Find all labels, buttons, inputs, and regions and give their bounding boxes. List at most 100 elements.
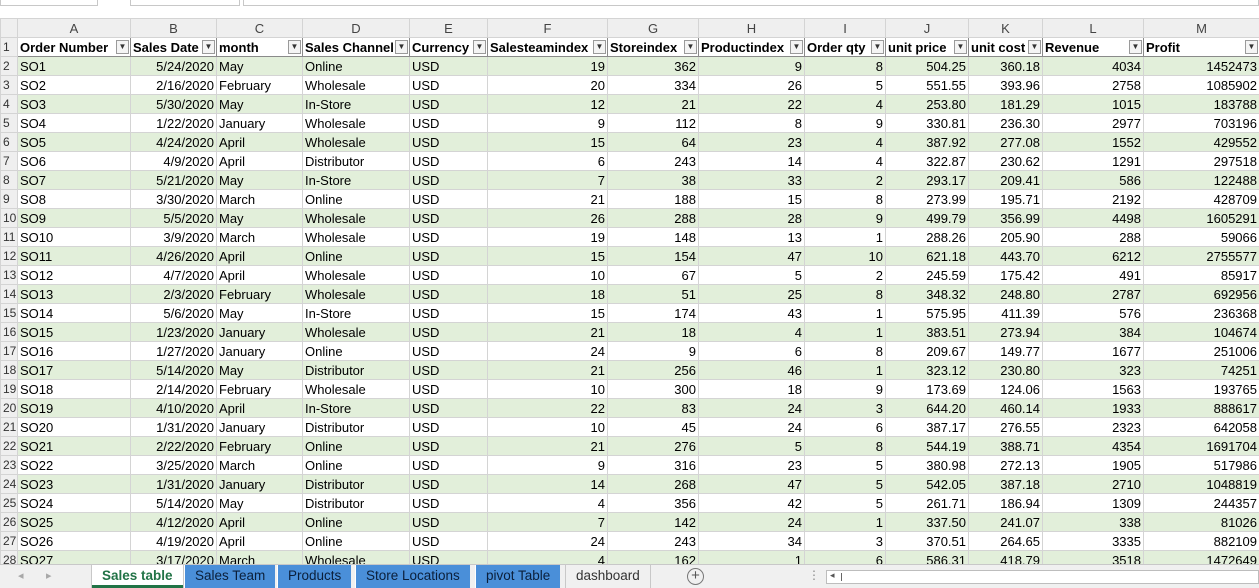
header-cell[interactable]: Revenue ▼ xyxy=(1042,37,1144,57)
table-cell[interactable]: 42 xyxy=(698,493,805,513)
table-cell[interactable]: SO20 xyxy=(17,417,131,437)
table-cell[interactable]: 1/23/2020 xyxy=(130,322,217,342)
table-cell[interactable]: May xyxy=(216,56,303,76)
table-cell[interactable]: 209.67 xyxy=(885,341,969,361)
table-cell[interactable]: 83 xyxy=(607,398,699,418)
table-cell[interactable]: 241.07 xyxy=(968,512,1043,532)
table-cell[interactable]: 173.69 xyxy=(885,379,969,399)
filter-dropdown-icon[interactable]: ▼ xyxy=(288,40,301,54)
table-cell[interactable]: January xyxy=(216,417,303,437)
table-cell[interactable]: 23 xyxy=(698,132,805,152)
table-cell[interactable]: 316 xyxy=(607,455,699,475)
table-cell[interactable]: 429552 xyxy=(1143,132,1259,152)
table-cell[interactable]: 10 xyxy=(487,265,608,285)
table-cell[interactable]: USD xyxy=(409,75,488,95)
table-cell[interactable]: SO1 xyxy=(17,56,131,76)
row-number[interactable]: 27 xyxy=(0,531,18,551)
table-cell[interactable]: 205.90 xyxy=(968,227,1043,247)
header-cell[interactable]: Sales Date ▼ xyxy=(130,37,217,57)
row-number[interactable]: 18 xyxy=(0,360,18,380)
table-cell[interactable]: 300 xyxy=(607,379,699,399)
table-cell[interactable]: May xyxy=(216,170,303,190)
table-cell[interactable]: 551.55 xyxy=(885,75,969,95)
table-cell[interactable]: 4034 xyxy=(1042,56,1144,76)
table-cell[interactable]: 5 xyxy=(698,436,805,456)
table-cell[interactable]: 188 xyxy=(607,189,699,209)
tab-store-locations[interactable]: Store Locations xyxy=(355,565,470,588)
table-cell[interactable]: USD xyxy=(409,474,488,494)
row-number[interactable]: 6 xyxy=(0,132,18,152)
table-cell[interactable]: 642058 xyxy=(1143,417,1259,437)
select-all-corner[interactable] xyxy=(0,18,18,38)
table-cell[interactable]: 1/31/2020 xyxy=(130,474,217,494)
table-cell[interactable]: 15 xyxy=(487,132,608,152)
table-cell[interactable]: 10 xyxy=(804,246,886,266)
table-cell[interactable]: 692956 xyxy=(1143,284,1259,304)
table-cell[interactable]: 6 xyxy=(804,417,886,437)
row-number[interactable]: 22 xyxy=(0,436,18,456)
table-cell[interactable]: 26 xyxy=(487,208,608,228)
table-cell[interactable]: USD xyxy=(409,360,488,380)
table-cell[interactable]: 81026 xyxy=(1143,512,1259,532)
horizontal-scrollbar[interactable]: ◂ xyxy=(826,570,1259,584)
table-cell[interactable]: USD xyxy=(409,56,488,76)
table-cell[interactable]: 1/31/2020 xyxy=(130,417,217,437)
header-cell[interactable]: Currency ▼ xyxy=(409,37,488,57)
table-cell[interactable]: 2977 xyxy=(1042,113,1144,133)
table-cell[interactable]: Distributor xyxy=(302,151,410,171)
table-cell[interactable]: 112 xyxy=(607,113,699,133)
column-header-d[interactable]: D xyxy=(302,18,410,38)
filter-dropdown-icon[interactable]: ▼ xyxy=(871,40,884,54)
header-cell[interactable]: Profit ▼ xyxy=(1143,37,1259,57)
table-cell[interactable]: February xyxy=(216,75,303,95)
table-cell[interactable]: 24 xyxy=(698,398,805,418)
table-cell[interactable]: 1/22/2020 xyxy=(130,113,217,133)
tab-products[interactable]: Products xyxy=(277,565,352,588)
filter-dropdown-icon[interactable]: ▼ xyxy=(1245,40,1258,54)
table-cell[interactable]: 428709 xyxy=(1143,189,1259,209)
table-cell[interactable]: 3518 xyxy=(1042,550,1144,564)
table-cell[interactable]: 8 xyxy=(804,284,886,304)
table-cell[interactable]: USD xyxy=(409,246,488,266)
table-cell[interactable]: Wholesale xyxy=(302,75,410,95)
filter-dropdown-icon[interactable]: ▼ xyxy=(395,40,408,54)
table-cell[interactable]: 4/12/2020 xyxy=(130,512,217,532)
table-cell[interactable]: 4/9/2020 xyxy=(130,151,217,171)
row-number[interactable]: 4 xyxy=(0,94,18,114)
table-cell[interactable]: April xyxy=(216,151,303,171)
table-cell[interactable]: 5 xyxy=(698,265,805,285)
table-cell[interactable]: April xyxy=(216,246,303,266)
table-cell[interactable]: April xyxy=(216,531,303,551)
table-cell[interactable]: 5/14/2020 xyxy=(130,360,217,380)
table-cell[interactable]: 264.65 xyxy=(968,531,1043,551)
table-cell[interactable]: 85917 xyxy=(1143,265,1259,285)
table-cell[interactable]: USD xyxy=(409,341,488,361)
table-cell[interactable]: 5 xyxy=(804,455,886,475)
table-cell[interactable]: 122488 xyxy=(1143,170,1259,190)
table-cell[interactable]: 4 xyxy=(698,322,805,342)
table-cell[interactable]: SO17 xyxy=(17,360,131,380)
table-cell[interactable]: February xyxy=(216,379,303,399)
table-cell[interactable]: 9 xyxy=(607,341,699,361)
table-cell[interactable]: 256 xyxy=(607,360,699,380)
table-cell[interactable]: 4 xyxy=(804,151,886,171)
column-header-g[interactable]: G xyxy=(607,18,699,38)
table-cell[interactable]: SO21 xyxy=(17,436,131,456)
column-header-j[interactable]: J xyxy=(885,18,969,38)
table-cell[interactable]: 491 xyxy=(1042,265,1144,285)
table-cell[interactable]: March xyxy=(216,227,303,247)
table-cell[interactable]: 273.94 xyxy=(968,322,1043,342)
table-cell[interactable]: 193765 xyxy=(1143,379,1259,399)
table-cell[interactable]: 2/16/2020 xyxy=(130,75,217,95)
table-cell[interactable]: 380.98 xyxy=(885,455,969,475)
table-cell[interactable]: 276 xyxy=(607,436,699,456)
table-cell[interactable]: 243 xyxy=(607,531,699,551)
table-cell[interactable]: 14 xyxy=(698,151,805,171)
table-cell[interactable]: April xyxy=(216,132,303,152)
table-cell[interactable]: Wholesale xyxy=(302,132,410,152)
table-cell[interactable]: 18 xyxy=(698,379,805,399)
table-cell[interactable]: 517986 xyxy=(1143,455,1259,475)
filter-dropdown-icon[interactable]: ▼ xyxy=(790,40,803,54)
table-cell[interactable]: 28 xyxy=(698,208,805,228)
table-cell[interactable]: 5/5/2020 xyxy=(130,208,217,228)
